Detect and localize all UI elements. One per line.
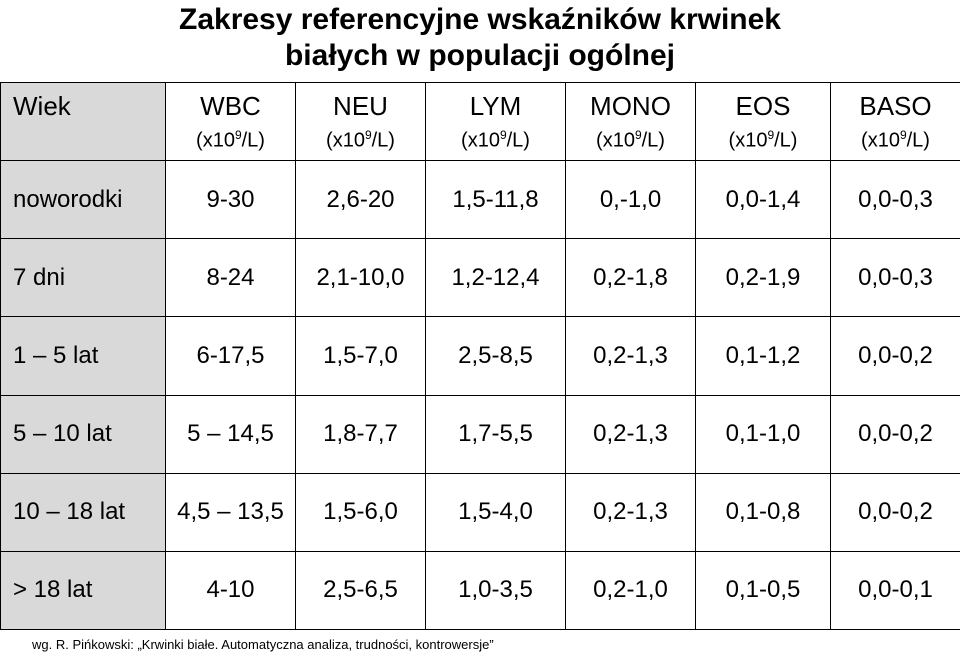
- table-row: 10 – 18 lat 4,5 – 13,5 1,5-6,0 1,5-4,0 0…: [0, 472, 960, 552]
- cell-lym: 1,7-5,5: [425, 394, 566, 474]
- cell-baso: 0,0-0,2: [830, 316, 960, 396]
- column-unit: (x109/L): [861, 128, 930, 152]
- cell-lym: 1,2-12,4: [425, 238, 566, 318]
- header-cell-baso: BASO (x109/L): [830, 81, 960, 162]
- column-name: EOS: [735, 91, 791, 121]
- cell-mono: 0,2-1,3: [565, 472, 696, 552]
- cell-eos: 0,2-1,9: [695, 238, 831, 318]
- cell-lym: 1,5-11,8: [425, 160, 566, 240]
- cell-lym: 1,5-4,0: [425, 472, 566, 552]
- column-unit: (x109/L): [596, 128, 665, 152]
- cell-eos: 0,1-0,5: [695, 550, 831, 631]
- cell-wbc: 6-17,5: [165, 316, 296, 396]
- column-name: LYM: [469, 91, 522, 121]
- cell-baso: 0,0-0,3: [830, 160, 960, 240]
- cell-neu: 1,8-7,7: [295, 394, 426, 474]
- cell-eos: 0,1-1,2: [695, 316, 831, 396]
- header-cell-wbc: WBC (x109/L): [165, 81, 296, 162]
- row-age-label: 7 dni: [0, 238, 166, 318]
- table-header-row: Wiek WBC (x109/L) NEU (x109/L) LYM (x109…: [0, 81, 960, 162]
- column-unit: (x109/L): [728, 128, 798, 152]
- table-row: > 18 lat 4-10 2,5-6,5 1,0-3,5 0,2-1,0 0,…: [0, 550, 960, 631]
- cell-wbc: 4-10: [165, 550, 296, 631]
- table-row: 5 – 10 lat 5 – 14,5 1,8-7,7 1,7-5,5 0,2-…: [0, 394, 960, 474]
- cell-baso: 0,0-0,2: [830, 472, 960, 552]
- cell-wbc: 9-30: [165, 160, 296, 240]
- cell-wbc: 8-24: [165, 238, 296, 318]
- cell-baso: 0,0-0,1: [830, 550, 960, 631]
- column-name: NEU: [333, 91, 388, 121]
- row-age-label: > 18 lat: [0, 550, 166, 631]
- column-name: BASO: [859, 91, 932, 121]
- cell-mono: 0,-1,0: [565, 160, 696, 240]
- header-age-label: Wiek: [13, 91, 71, 121]
- cell-lym: 2,5-8,5: [425, 316, 566, 396]
- header-cell-neu: NEU (x109/L): [295, 81, 426, 162]
- source-citation: wg. R. Pińkowski: „Krwinki białe. Automa…: [32, 637, 494, 652]
- reference-ranges-table: Wiek WBC (x109/L) NEU (x109/L) LYM (x109…: [0, 81, 960, 631]
- title-line-1: Zakresy referencyjne wskaźników krwinek: [179, 3, 781, 36]
- table-row: 1 – 5 lat 6-17,5 1,5-7,0 2,5-8,5 0,2-1,3…: [0, 316, 960, 396]
- table-row: noworodki 9-30 2,6-20 1,5-11,8 0,-1,0 0,…: [0, 160, 960, 240]
- cell-neu: 2,1-10,0: [295, 238, 426, 318]
- header-cell-lym: LYM (x109/L): [425, 81, 566, 162]
- cell-neu: 2,6-20: [295, 160, 426, 240]
- header-cell-mono: MONO (x109/L): [565, 81, 696, 162]
- row-age-label: 5 – 10 lat: [0, 394, 166, 474]
- row-age-label: noworodki: [0, 160, 166, 240]
- header-cell-eos: EOS (x109/L): [695, 81, 831, 162]
- cell-baso: 0,0-0,3: [830, 238, 960, 318]
- title-line-2: białych w populacji ogólnej: [284, 39, 676, 72]
- cell-mono: 0,2-1,3: [565, 316, 696, 396]
- cell-lym: 1,0-3,5: [425, 550, 566, 631]
- cell-wbc: 5 – 14,5: [165, 394, 296, 474]
- cell-eos: 0,1-1,0: [695, 394, 831, 474]
- header-cell-age: Wiek: [0, 81, 166, 162]
- column-name: MONO: [590, 91, 671, 121]
- cell-mono: 0,2-1,3: [565, 394, 696, 474]
- column-unit: (x109/L): [196, 128, 265, 152]
- cell-neu: 1,5-6,0: [295, 472, 426, 552]
- cell-wbc: 4,5 – 13,5: [165, 472, 296, 552]
- column-unit: (x109/L): [461, 128, 530, 152]
- row-age-label: 1 – 5 lat: [0, 316, 166, 396]
- cell-mono: 0,2-1,0: [565, 550, 696, 631]
- cell-neu: 2,5-6,5: [295, 550, 426, 631]
- column-name: WBC: [200, 91, 261, 121]
- table-row: 7 dni 8-24 2,1-10,0 1,2-12,4 0,2-1,8 0,2…: [0, 238, 960, 318]
- cell-mono: 0,2-1,8: [565, 238, 696, 318]
- column-unit: (x109/L): [326, 128, 395, 152]
- cell-neu: 1,5-7,0: [295, 316, 426, 396]
- row-age-label: 10 – 18 lat: [0, 472, 166, 552]
- cell-eos: 0,1-0,8: [695, 472, 831, 552]
- cell-eos: 0,0-1,4: [695, 160, 831, 240]
- cell-baso: 0,0-0,2: [830, 394, 960, 474]
